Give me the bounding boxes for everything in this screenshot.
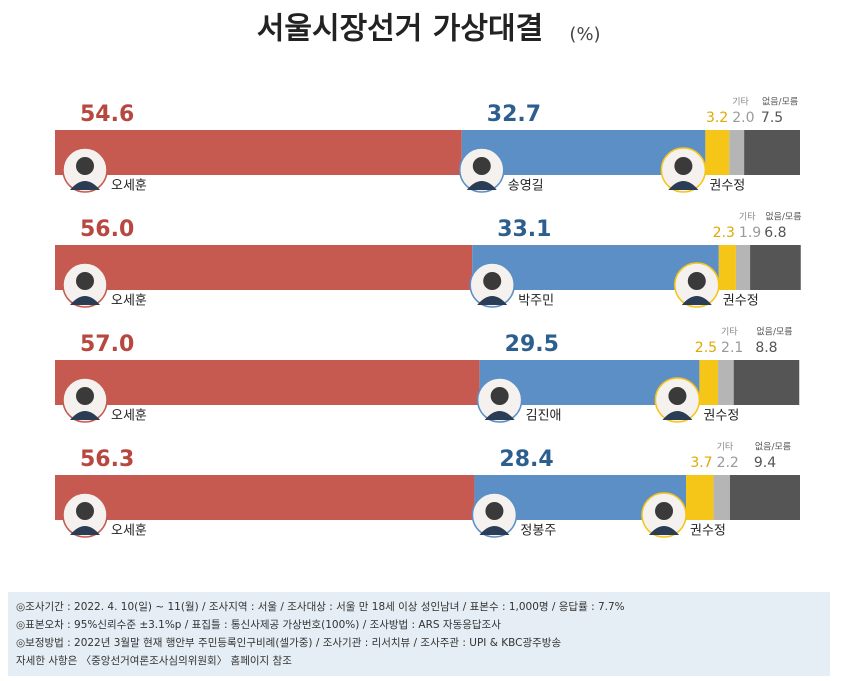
bar-segment bbox=[713, 475, 730, 520]
bar-segment bbox=[699, 360, 719, 405]
bar-segment bbox=[729, 130, 745, 175]
photo-body bbox=[70, 181, 100, 190]
value-label: 28.4 bbox=[499, 447, 553, 472]
photo-body bbox=[668, 181, 699, 190]
photo-head bbox=[687, 272, 706, 290]
photo-head bbox=[674, 157, 693, 175]
photo-head bbox=[485, 502, 504, 520]
photo-head bbox=[655, 502, 674, 520]
value-label: 3.2 bbox=[706, 110, 728, 126]
value-label: 2.2 bbox=[717, 455, 739, 471]
photo-head bbox=[76, 502, 94, 520]
value-label: 29.5 bbox=[505, 332, 559, 357]
value-label: 56.3 bbox=[80, 447, 134, 472]
unit: (%) bbox=[569, 24, 600, 45]
value-label: 1.9 bbox=[739, 225, 761, 241]
series-label: 없음/모름 bbox=[756, 327, 792, 338]
bar-segment bbox=[686, 475, 714, 520]
value-label: 6.8 bbox=[764, 225, 786, 241]
candidate-name: 김진애 bbox=[526, 409, 562, 424]
candidate-name: 오세훈 bbox=[111, 179, 147, 194]
series-label: 기타 bbox=[739, 212, 756, 223]
bar-segment bbox=[55, 360, 480, 405]
series-label: 기타 bbox=[721, 327, 738, 338]
value-label: 9.4 bbox=[754, 455, 776, 471]
value-label: 2.3 bbox=[713, 225, 735, 241]
photo-head bbox=[76, 387, 94, 405]
value-label: 2.0 bbox=[732, 110, 754, 126]
value-label: 3.7 bbox=[690, 455, 712, 471]
notes-box bbox=[8, 592, 830, 676]
value-label: 54.6 bbox=[80, 102, 134, 127]
candidate-name: 정봉주 bbox=[520, 524, 556, 539]
photo-head bbox=[668, 387, 687, 405]
value-label: 56.0 bbox=[80, 217, 134, 242]
note: ◎보정방법 : 2022년 3월말 현재 행안부 주민등록인구비례(셀가중) /… bbox=[16, 637, 561, 649]
photo-body bbox=[477, 296, 508, 305]
photo-body bbox=[662, 411, 693, 420]
photo-head bbox=[472, 157, 491, 175]
photo-body bbox=[70, 411, 100, 420]
chart-title: 서울시장선거 가상대결 bbox=[257, 12, 543, 47]
candidate-name: 권수정 bbox=[703, 409, 739, 424]
photo-body bbox=[681, 296, 712, 305]
note: ◎표본오차 : 95%신뢰수준 ±3.1%p / 표집틀 : 통신사제공 가상번… bbox=[16, 619, 501, 631]
photo-head bbox=[76, 272, 94, 290]
note: 자세한 사항은 〈중앙선거여론조사심의위원회〉 홈페이지 참조 bbox=[16, 654, 292, 667]
candidate-name: 오세훈 bbox=[111, 294, 147, 309]
series-label: 기타 bbox=[732, 97, 749, 108]
bar-segment bbox=[729, 475, 800, 520]
candidate-name: 권수정 bbox=[690, 524, 726, 539]
photo-body bbox=[70, 526, 100, 535]
photo-head bbox=[76, 157, 94, 175]
candidate-name: 오세훈 bbox=[111, 524, 147, 539]
bar-segment bbox=[744, 130, 800, 175]
bar-segment bbox=[705, 130, 730, 175]
candidate-name: 오세훈 bbox=[111, 409, 147, 424]
series-label: 기타 bbox=[717, 442, 734, 453]
note: ◎조사기간 : 2022. 4. 10(일) ~ 11(월) / 조사지역 : … bbox=[16, 600, 625, 613]
photo-body bbox=[70, 296, 100, 305]
series-label: 없음/모름 bbox=[755, 442, 791, 453]
value-label: 7.5 bbox=[761, 110, 783, 126]
bar-segment bbox=[55, 245, 473, 290]
value-label: 8.8 bbox=[755, 340, 777, 356]
candidate-name: 송영길 bbox=[508, 179, 544, 194]
bar-segment bbox=[718, 245, 736, 290]
bar-segment bbox=[733, 360, 800, 405]
value-label: 33.1 bbox=[497, 217, 551, 242]
candidate-name: 박주민 bbox=[518, 294, 554, 309]
candidate-name: 권수정 bbox=[723, 294, 759, 309]
bar-segment bbox=[718, 360, 734, 405]
value-label: 2.1 bbox=[721, 340, 743, 356]
photo-body bbox=[479, 526, 510, 535]
bar-segment bbox=[55, 130, 462, 175]
bar-segment bbox=[750, 245, 801, 290]
photo-body bbox=[466, 181, 497, 190]
value-label: 2.5 bbox=[695, 340, 717, 356]
value-label: 32.7 bbox=[487, 102, 541, 127]
photo-head bbox=[483, 272, 502, 290]
bar-segment bbox=[55, 475, 475, 520]
photo-head bbox=[490, 387, 509, 405]
photo-body bbox=[484, 411, 515, 420]
bar-segment bbox=[735, 245, 751, 290]
candidate-name: 권수정 bbox=[709, 179, 745, 194]
series-label: 없음/모름 bbox=[765, 212, 801, 223]
series-label: 없음/모름 bbox=[762, 97, 798, 108]
value-label: 57.0 bbox=[80, 332, 134, 357]
photo-body bbox=[649, 526, 680, 535]
